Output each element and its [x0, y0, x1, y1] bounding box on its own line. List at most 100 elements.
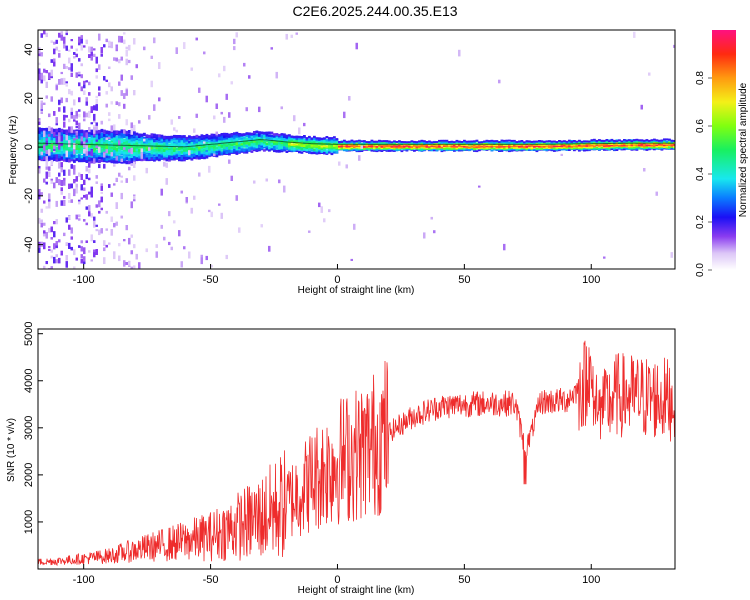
spectrogram-cell — [78, 141, 81, 145]
spectrogram-cell — [165, 139, 169, 143]
spectrogram-noise-cell — [90, 161, 93, 164]
spectrogram-noise-cell — [125, 58, 128, 66]
spectrogram-cell — [278, 140, 281, 144]
spectrogram-cell — [460, 142, 464, 145]
spectrogram-cell — [190, 138, 194, 142]
spectrogram-cell — [45, 153, 49, 157]
spectrogram-noise-cell — [290, 34, 293, 38]
spectrogram-cell — [145, 154, 149, 158]
spectrogram-cell — [390, 149, 394, 152]
spectrogram-cell — [433, 146, 436, 149]
spectrogram-cell — [583, 140, 586, 143]
spectrogram-noise-cell — [130, 201, 133, 209]
spectrogram-noise-cell — [85, 222, 88, 226]
spectrogram-cell — [418, 149, 421, 152]
spectrogram-cell — [333, 148, 336, 151]
spectrogram-cell — [498, 150, 501, 152]
spectrogram-cell — [183, 156, 186, 160]
spectrogram-cell — [548, 140, 551, 143]
spectrogram-cell — [315, 140, 319, 143]
spectrogram-cell — [465, 146, 469, 149]
spectrogram-cell — [255, 130, 259, 134]
spectrogram-cell — [633, 145, 636, 147]
spectrogram-noise-cell — [70, 246, 73, 251]
spectrogram-cell — [415, 149, 419, 151]
spectrogram-cell — [628, 140, 631, 143]
spectrogram-cell — [495, 140, 499, 142]
spectrogram-cell — [263, 133, 266, 137]
spectrogram-noise-cell — [60, 135, 63, 142]
spectrogram-noise-cell — [68, 193, 71, 200]
spectrogram-cell — [75, 148, 79, 153]
spectrogram-noise-cell — [148, 147, 151, 151]
spectrogram-cell — [558, 146, 561, 149]
spectrogram-cell — [298, 135, 301, 139]
spectrogram-noise-cell — [85, 174, 88, 180]
spectrogram-cell — [555, 145, 559, 148]
spectrogram-noise-cell — [73, 148, 76, 155]
spectrogram-cell — [365, 141, 369, 143]
spectrogram-noise-cell — [48, 201, 51, 209]
spectrogram-noise-cell — [133, 175, 136, 181]
spectrogram-cell — [148, 152, 151, 156]
spectrogram-cell — [55, 146, 59, 151]
spectrogram-cell — [665, 145, 669, 148]
spectrogram-cell — [553, 140, 556, 143]
spectrogram-cell — [320, 149, 324, 152]
spectrogram-cell — [340, 141, 344, 143]
spectrogram-cell — [220, 137, 224, 141]
spectrogram-cell — [250, 143, 254, 146]
spectrogram-cell — [183, 158, 186, 162]
spectrogram-cell — [253, 146, 256, 150]
colorbar-tick-label: 0.2 — [695, 215, 706, 229]
spectrogram-cell — [158, 158, 161, 162]
spectrogram-noise-cell — [498, 79, 501, 84]
spectrogram-cell — [193, 135, 196, 139]
spectrogram-noise-cell — [73, 56, 76, 59]
spectrogram-cell — [530, 147, 534, 150]
spectrogram-cell — [208, 135, 211, 138]
spectrogram-cell — [113, 145, 116, 149]
spectrogram-noise-cell — [80, 197, 83, 200]
spectrogram-cell — [518, 142, 521, 145]
spectrogram-noise-cell — [245, 107, 248, 112]
spectrogram-cell — [283, 133, 286, 136]
spectrogram-cell — [470, 141, 474, 144]
spectrogram-noise-cell — [225, 93, 228, 100]
spectrogram-cell — [203, 153, 206, 157]
spectrogram-cell — [170, 150, 174, 154]
spectrogram-cell — [200, 149, 204, 153]
spectrogram-cell — [280, 143, 284, 147]
spectrogram-cell — [348, 145, 351, 148]
spectrogram-cell — [150, 151, 154, 155]
spectrogram-noise-cell — [180, 190, 183, 194]
spectrogram-cell — [410, 140, 414, 143]
spectrogram-cell — [448, 144, 451, 147]
spectrogram-noise-cell — [45, 166, 48, 170]
spectrogram-cell — [270, 145, 274, 149]
spectrogram-cell — [560, 141, 564, 144]
spectrogram-noise-cell — [98, 200, 101, 208]
spectrogram-cell — [360, 150, 364, 152]
spectrogram-noise-cell — [123, 39, 126, 45]
spectrogram-cell — [180, 139, 184, 143]
spectrogram-cell — [233, 146, 236, 149]
spectrogram-cell — [568, 143, 571, 146]
spectrogram-cell — [588, 146, 591, 149]
spectrogram-cell — [473, 150, 476, 152]
spectrogram-cell — [628, 148, 631, 150]
spectrogram-cell — [565, 140, 569, 143]
spectrogram-noise-cell — [90, 193, 93, 198]
spectrogram-noise-cell — [65, 30, 68, 36]
spectrogram-noise-cell — [83, 148, 86, 154]
spectrogram-cell — [345, 149, 349, 152]
spectrogram-cell — [435, 147, 439, 150]
spectrogram-noise-cell — [165, 178, 168, 185]
spectrogram-cell — [650, 146, 654, 149]
spectrogram-noise-cell — [50, 266, 53, 269]
spectrogram-cell — [468, 140, 471, 143]
spectrogram-cell — [268, 131, 271, 135]
spectrogram-cell — [190, 157, 194, 161]
spectrogram-noise-cell — [298, 127, 301, 135]
spectrogram-cell — [243, 141, 246, 145]
